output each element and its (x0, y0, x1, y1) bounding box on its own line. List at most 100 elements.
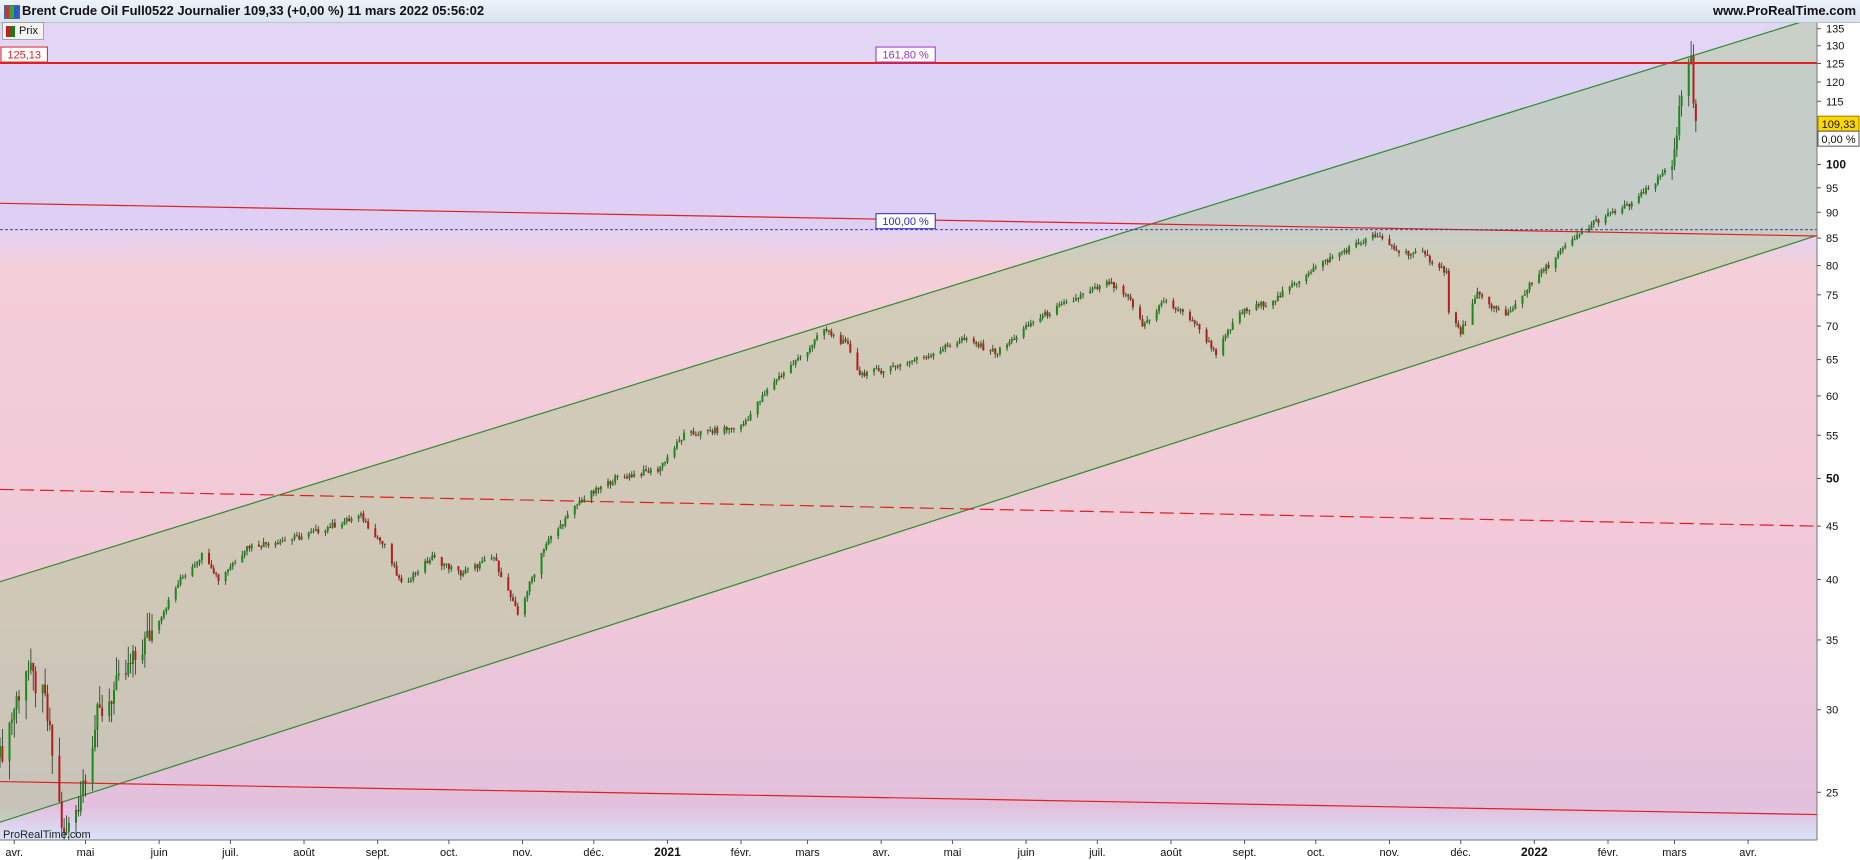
candle (956, 343, 959, 346)
candle (607, 480, 610, 487)
x-tick-label: juin (1017, 847, 1035, 859)
candle (1205, 329, 1208, 342)
candle (407, 581, 410, 583)
x-tick-label: févr. (1598, 847, 1619, 859)
candle (1108, 281, 1111, 285)
candle (789, 364, 792, 373)
candle (1331, 256, 1334, 258)
y-tick-label: 50 (1826, 471, 1840, 485)
candle (1255, 304, 1258, 311)
candle (1659, 175, 1662, 177)
candle (34, 671, 37, 694)
candle (1298, 281, 1301, 284)
candle (457, 566, 460, 571)
candle (210, 564, 213, 569)
candle (797, 357, 800, 361)
candle (1210, 340, 1213, 349)
candle (1279, 295, 1282, 298)
candle (675, 442, 678, 449)
fib-100-label: 100,00 % (882, 216, 929, 228)
candle (1542, 269, 1545, 271)
candle (464, 569, 467, 574)
candle (628, 474, 631, 479)
candle (1454, 312, 1457, 324)
y-tick-label: 75 (1826, 290, 1838, 302)
candle (1464, 324, 1467, 326)
candle (1281, 290, 1284, 298)
candle (792, 364, 795, 366)
candle (129, 662, 132, 664)
plot-background (0, 22, 1817, 840)
candle (1590, 224, 1593, 229)
candle (1098, 285, 1101, 290)
candle (1215, 349, 1218, 356)
candle (108, 701, 111, 716)
candle (1547, 264, 1550, 268)
candle (1010, 338, 1013, 342)
candle (395, 565, 398, 576)
brand-link[interactable]: www.ProRealTime.com (1712, 3, 1856, 18)
candle (459, 570, 462, 576)
candle (583, 499, 586, 503)
candle (1692, 55, 1695, 104)
candle (1573, 239, 1576, 241)
candle (1445, 270, 1448, 273)
candle (1257, 304, 1260, 306)
candle (179, 577, 182, 585)
candle (540, 552, 543, 575)
candle (915, 357, 918, 361)
candle (193, 565, 196, 567)
x-tick-label: août (1160, 847, 1181, 859)
candle (262, 542, 265, 548)
candle (1604, 216, 1607, 224)
candle (481, 561, 484, 564)
candle (1661, 172, 1664, 176)
candle (1196, 323, 1199, 325)
candle (1630, 202, 1633, 207)
candle (1212, 348, 1215, 350)
candle (77, 810, 80, 812)
resistance-mid-dashed-line (0, 488, 1818, 527)
candle (234, 562, 237, 564)
candle (409, 579, 412, 582)
candle (298, 535, 301, 540)
candle (1174, 307, 1177, 310)
candle (1307, 272, 1310, 276)
candle (229, 566, 232, 570)
candle (678, 440, 681, 443)
candle (1027, 325, 1030, 327)
candle (559, 524, 562, 529)
candle (944, 344, 947, 350)
candle (148, 630, 151, 641)
candle (1357, 242, 1360, 245)
y-tick-label: 115 (1826, 96, 1844, 108)
candle (512, 597, 515, 601)
candle (160, 617, 163, 622)
candle (284, 540, 287, 542)
candle (208, 552, 211, 565)
candle (561, 524, 564, 526)
candle (67, 822, 70, 833)
candle (996, 353, 999, 355)
legend-prix[interactable]: Prix (2, 22, 44, 40)
candle (813, 339, 816, 345)
candle (566, 514, 569, 519)
candle (79, 795, 82, 812)
candle (350, 518, 353, 521)
candle (799, 357, 802, 359)
candle (1405, 251, 1408, 253)
x-tick-label: mai (77, 847, 95, 859)
candle (1122, 285, 1125, 295)
candle (1063, 302, 1066, 304)
candle (1687, 63, 1690, 96)
candle (1561, 247, 1564, 251)
candle (1314, 266, 1317, 268)
candle (994, 348, 997, 354)
candle (314, 528, 317, 532)
candle (592, 490, 595, 494)
candle (1260, 301, 1263, 306)
candle (331, 522, 334, 528)
candle (1141, 318, 1144, 327)
candle (141, 654, 144, 660)
